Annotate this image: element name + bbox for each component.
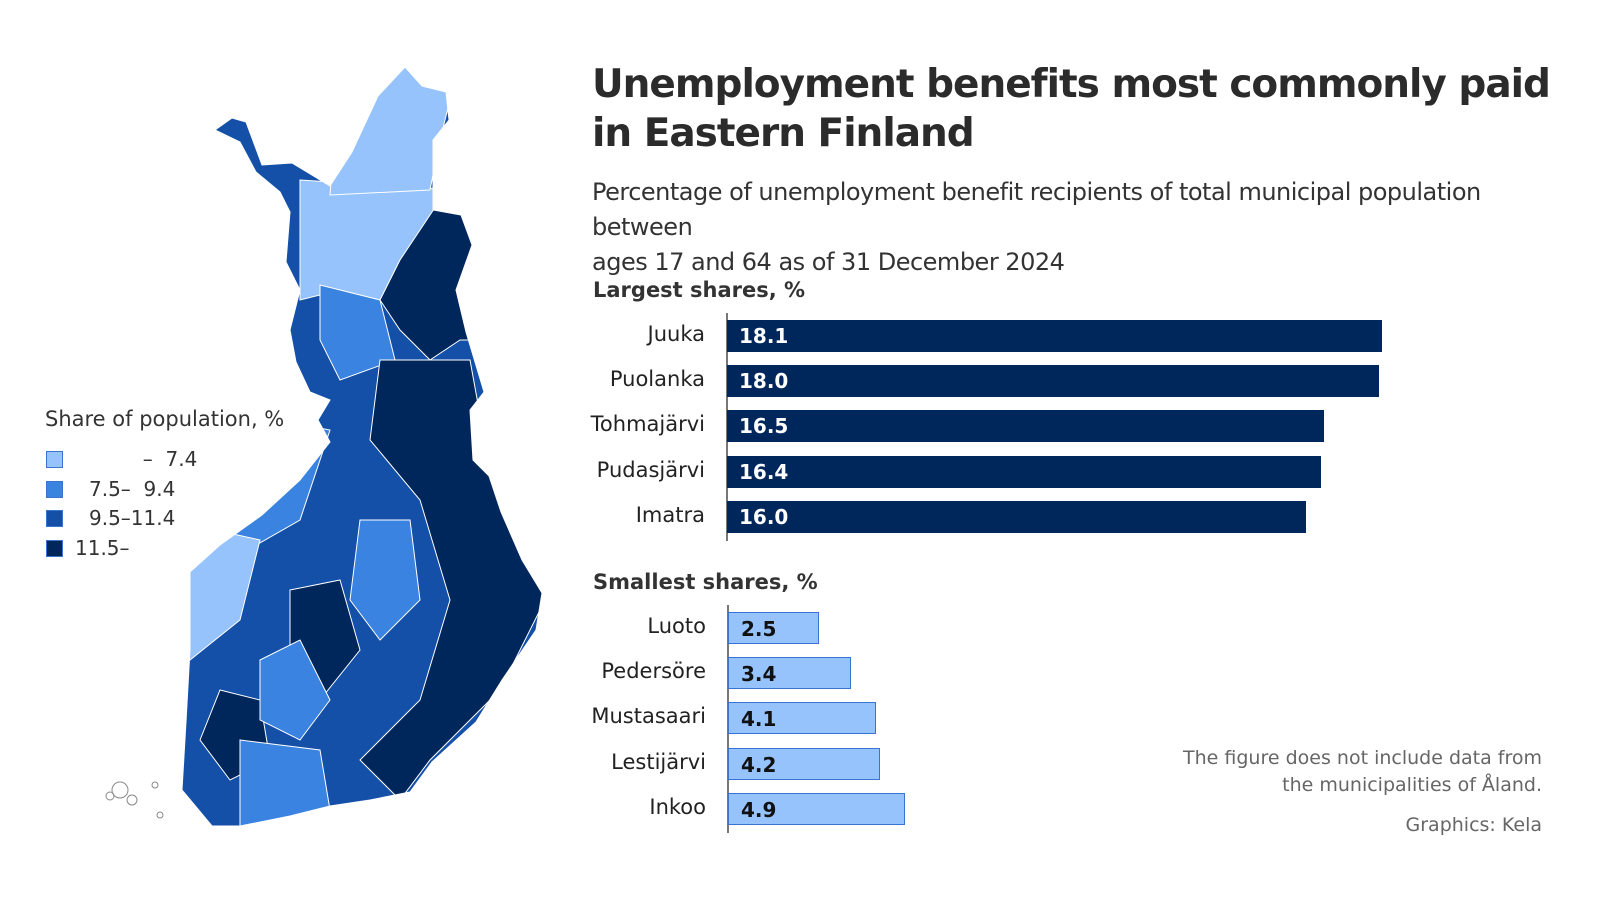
bar: 18.1: [727, 320, 1383, 352]
legend-item: – 7.4: [46, 447, 197, 471]
bar-category-label: Puolanka: [609, 367, 705, 392]
bar-category-label: Imatra: [635, 502, 705, 527]
bar-value-label: 4.2: [741, 752, 777, 777]
bar: 4.9: [728, 792, 906, 825]
bar-category-label: Mustasaari: [591, 704, 706, 729]
bar-category-label: Luoto: [647, 614, 706, 638]
bar: 4.1: [728, 702, 877, 735]
footnote: The figure does not include data from the…: [1183, 747, 1542, 796]
bar-value-label: 3.4: [741, 662, 777, 687]
bar-section-title: Smallest shares, %: [593, 570, 818, 594]
bar-value-label: 4.9: [741, 797, 777, 822]
bar: 16.0: [727, 500, 1307, 533]
bar-value-label: 18.1: [739, 324, 789, 348]
legend-item: 7.5– 9.4: [46, 477, 175, 501]
bar-value-label: 16.4: [739, 459, 789, 484]
legend-swatch: [46, 450, 63, 468]
bar-category-label: Inkoo: [649, 794, 706, 819]
bar-value-label: 16.5: [739, 414, 789, 439]
chart-title: Unemployment benefits most commonly paid…: [592, 62, 1551, 156]
bar-category-label: Pudasjärvi: [596, 457, 705, 482]
aland-islands: [105, 781, 164, 819]
bar: 16.4: [727, 455, 1321, 488]
bar: 18.0: [727, 365, 1379, 398]
legend-item: 11.5–: [46, 536, 130, 560]
credit: Graphics: Kela: [1405, 814, 1542, 836]
finland-map: [105, 66, 543, 827]
bar: 2.5: [728, 612, 819, 644]
legend-swatch: [46, 480, 63, 498]
bar-category-label: Juuka: [647, 322, 705, 346]
bar-category-label: Pedersöre: [601, 659, 706, 684]
bar-category-label: Tohmajärvi: [590, 412, 705, 437]
bar: 3.4: [728, 657, 852, 690]
legend-title: Share of population, %: [45, 407, 285, 431]
chart-subtitle: Percentage of unemployment benefit recip…: [592, 178, 1481, 276]
legend-swatch: [46, 539, 63, 557]
legend-swatch: [46, 509, 63, 527]
bar-section-title: Largest shares, %: [593, 278, 806, 302]
bar-category-label: Lestijärvi: [611, 749, 706, 774]
legend-item: 9.5–11.4: [46, 506, 175, 530]
bar-value-label: 16.0: [739, 504, 789, 529]
bar-value-label: 18.0: [739, 369, 789, 394]
bar: 16.5: [727, 410, 1325, 443]
bar-value-label: 2.5: [741, 617, 777, 641]
bar-value-label: 4.1: [741, 707, 777, 732]
bar: 4.2: [728, 747, 881, 780]
